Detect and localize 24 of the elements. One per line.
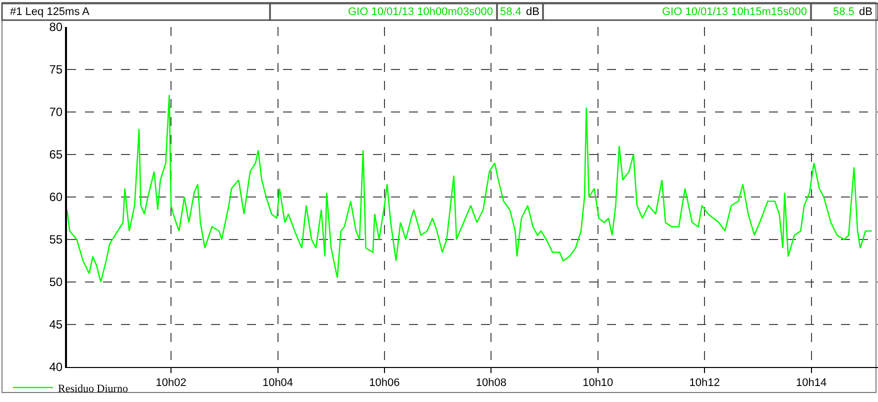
x-tick-label: 10h10 [582, 377, 614, 390]
y-tick-label: 45 [49, 318, 63, 332]
text: GIO 10/01/13 10h00m03s000 [348, 6, 493, 18]
y-tick-label: 55 [49, 232, 63, 247]
text: dB [526, 6, 540, 18]
text: dB [859, 6, 872, 18]
y-tick-label: 65 [49, 148, 63, 162]
y-tick-label: 50 [49, 275, 63, 290]
text: 58.5 [833, 6, 854, 18]
legend-label: Residuo Diurno [58, 382, 128, 395]
y-tick-label: 70 [49, 105, 63, 120]
x-tick-label: 10h12 [689, 377, 720, 390]
y-tick-label: 40 [49, 360, 63, 374]
text: GIO 10/01/13 10h15m15s000 [662, 6, 807, 18]
text: 58.4 [500, 6, 522, 18]
x-tick-label: 10h08 [476, 377, 506, 390]
y-tick-label: 80 [49, 20, 63, 34]
text: #1 Leq 125ms A [10, 6, 90, 18]
y-tick-label: 60 [49, 190, 63, 204]
x-tick-label: 10h06 [369, 377, 400, 390]
x-tick-label: 10h04 [262, 377, 294, 390]
y-tick-label: 75 [49, 62, 63, 77]
x-tick-label: 10h14 [796, 377, 827, 390]
x-tick-label: 10h02 [156, 377, 186, 390]
